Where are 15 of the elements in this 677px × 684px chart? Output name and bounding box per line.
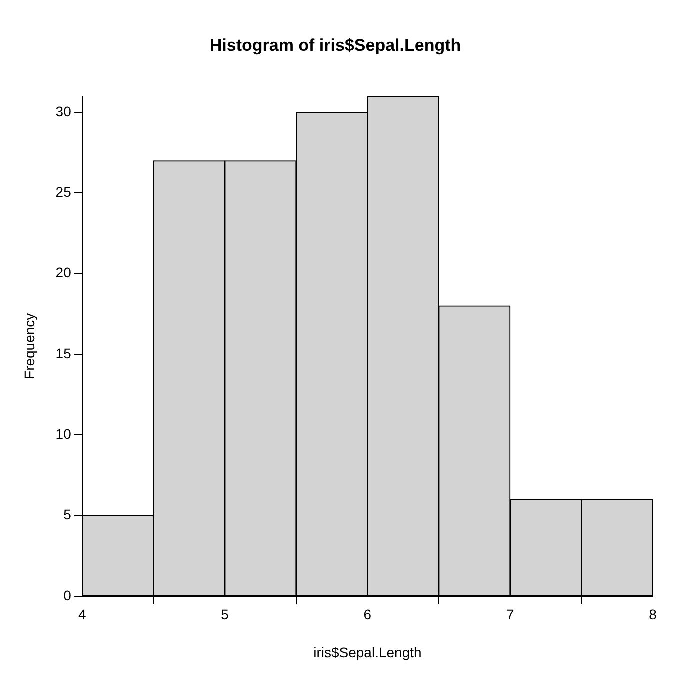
y-tick-label: 0: [64, 587, 72, 604]
y-tick-label: 15: [56, 345, 72, 362]
y-tick-label: 10: [56, 426, 72, 442]
x-tick-label: 8: [649, 606, 658, 623]
y-axis-title: Frequency: [21, 313, 38, 380]
y-tick-label: 25: [56, 184, 72, 200]
x-axis-title: iris$Sepal.Length: [314, 644, 422, 660]
y-tick-label: 30: [56, 103, 72, 120]
x-tick-label: 6: [364, 606, 372, 623]
y-tick-label: 20: [56, 264, 72, 281]
x-tick-label: 7: [506, 606, 514, 623]
x-tick-label: 5: [221, 606, 230, 623]
chart-title: Histogram of iris$Sepal.Length: [210, 36, 462, 55]
y-tick-label: 5: [64, 506, 72, 523]
x-tick-label: 4: [78, 606, 86, 623]
